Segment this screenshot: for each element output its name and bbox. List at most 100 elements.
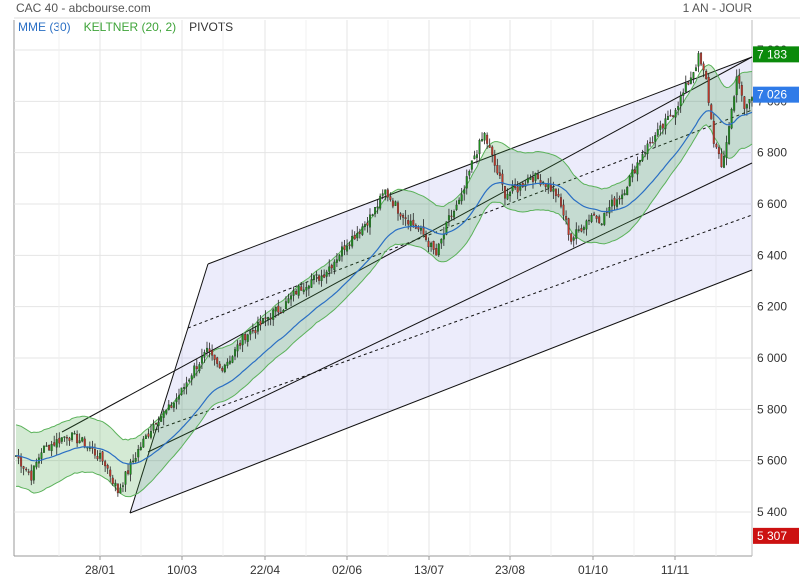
candle-body [320, 275, 323, 282]
candle-body [659, 125, 662, 130]
candle-body [73, 433, 76, 435]
y-tick-label: 5 800 [757, 402, 787, 416]
price-badge-label: 5 307 [757, 529, 787, 543]
candle-body [157, 422, 160, 426]
pivot-channel-dash-upper [187, 109, 753, 329]
pivot-channel-dash-lower [154, 214, 753, 431]
candle-body [636, 162, 639, 175]
candle-body [526, 177, 529, 183]
candle-body [353, 235, 356, 240]
candle-body [68, 437, 71, 441]
candle-body [712, 120, 715, 144]
candle-body [272, 309, 275, 320]
candle-body [399, 213, 402, 217]
candle-body [442, 234, 445, 240]
candle-body [516, 186, 519, 193]
candle-body [498, 172, 501, 176]
candle-body [254, 330, 257, 334]
candle-body [195, 366, 198, 370]
candle-body [244, 334, 247, 341]
candle-body [486, 134, 489, 144]
legend-pivots[interactable]: PIVOTS [189, 20, 234, 34]
candle-body [419, 227, 422, 231]
candle-body [669, 114, 672, 117]
candle-body [374, 207, 377, 214]
candle-body [43, 445, 45, 453]
legend-mme[interactable]: MME (30) [18, 20, 71, 34]
candle-body [231, 356, 234, 363]
candle-body [71, 432, 74, 440]
candle-body [20, 456, 23, 467]
candle-body [134, 458, 137, 462]
y-tick-label: 6 800 [757, 146, 787, 160]
x-tick-label: 10/03 [167, 563, 197, 577]
candle-body [478, 139, 481, 155]
pivot-channel-left [129, 263, 209, 514]
candle-body [175, 398, 178, 403]
candle-body [534, 172, 537, 181]
candle-body [644, 152, 647, 154]
candle-body [567, 218, 570, 235]
candle-body [282, 310, 285, 313]
candle-body [654, 135, 657, 142]
candle-body [666, 116, 669, 120]
candle-body [585, 220, 588, 230]
candle-body [333, 261, 336, 271]
candle-body [200, 356, 203, 364]
candle-body [435, 248, 438, 256]
candle-body [216, 357, 219, 364]
candle-body [702, 63, 705, 71]
candle-body [343, 245, 346, 250]
candle-body [588, 219, 590, 222]
candle-body [50, 444, 53, 452]
candle-body [511, 185, 514, 192]
candle-body [631, 169, 634, 178]
price-badge-label: 7 026 [757, 88, 787, 102]
x-tick-label: 01/10 [578, 563, 608, 577]
candle-body [633, 169, 636, 174]
candle-body [483, 132, 486, 141]
legend-keltner[interactable]: KELTNER (20, 2) [83, 20, 177, 34]
price-badge-label: 7 183 [757, 47, 787, 61]
candle-body [371, 214, 374, 217]
candle-body [318, 275, 321, 281]
candle-body [391, 200, 394, 207]
candle-body [53, 442, 56, 446]
candle-body [580, 228, 583, 232]
candle-body [595, 215, 598, 219]
candle-body [279, 311, 282, 314]
candle-body [697, 53, 700, 67]
y-tick-label: 5 600 [757, 454, 787, 468]
candle-body [305, 287, 308, 291]
candle-body [628, 175, 631, 186]
candle-body [465, 176, 468, 189]
candle-body [450, 215, 453, 218]
candle-body [338, 255, 341, 261]
y-tick-label: 6 200 [757, 300, 787, 314]
candle-body [725, 142, 728, 158]
candle-body [246, 334, 249, 342]
candle-body [509, 191, 512, 197]
candle-body [539, 180, 542, 185]
chart-period[interactable]: 1 AN - JOUR [682, 1, 752, 15]
candle-body [679, 95, 682, 106]
x-tick-label: 28/01 [85, 563, 115, 577]
candle-body [470, 160, 473, 170]
candle-body [274, 307, 277, 312]
candle-body [63, 436, 66, 438]
candle-body [638, 159, 641, 163]
candle-body [623, 193, 626, 196]
price-badge [753, 86, 799, 103]
candle-body [249, 330, 252, 335]
candle-body [239, 342, 242, 346]
candle-body [582, 227, 585, 230]
candle-body [106, 465, 109, 469]
candle-body [590, 215, 593, 222]
candle-body [730, 109, 733, 129]
candle-body [188, 379, 191, 382]
candle-body [259, 320, 262, 326]
candle-body [532, 177, 534, 182]
x-tick-label: 23/08 [495, 563, 525, 577]
candle-body [206, 347, 208, 353]
